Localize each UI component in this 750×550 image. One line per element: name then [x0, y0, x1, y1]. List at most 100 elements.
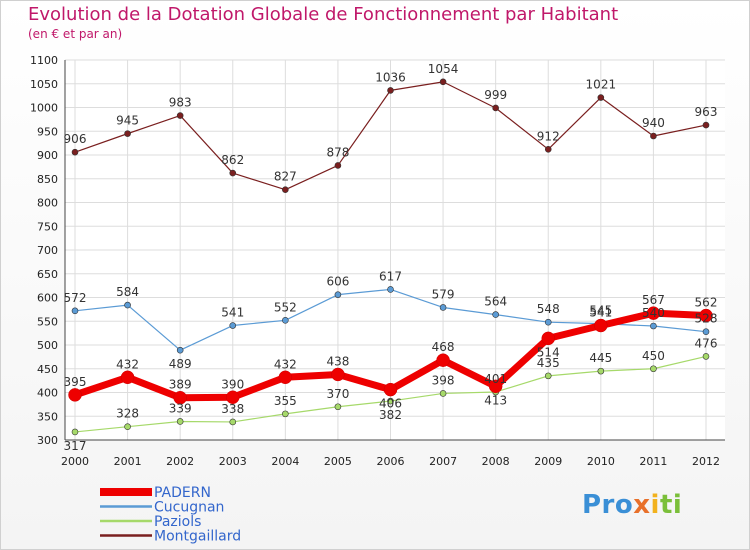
- y-tick-label: 450: [37, 363, 58, 376]
- data-label-paziols: 401: [484, 372, 507, 386]
- data-point-montgaillard: [439, 78, 447, 86]
- data-point-padern: [173, 390, 187, 405]
- data-point-padern: [436, 353, 450, 367]
- data-label-padern: 541: [589, 306, 612, 320]
- y-tick-label: 750: [37, 220, 58, 233]
- data-label-cucugnan: 572: [64, 291, 87, 305]
- legend-label-montgaillard: Montgaillard: [154, 529, 241, 545]
- data-point-paziols: [387, 397, 394, 405]
- data-point-paziols: [650, 365, 657, 373]
- data-label-montgaillard: 906: [64, 132, 87, 146]
- data-label-padern: 438: [326, 354, 349, 368]
- data-label-cucugnan: 541: [221, 306, 244, 320]
- data-label-padern: 567: [642, 293, 665, 307]
- data-label-cucugnan: 548: [537, 302, 560, 316]
- data-label-cucugnan: 540: [642, 306, 665, 320]
- data-label-paziols: 355: [274, 394, 297, 408]
- y-tick-label: 300: [37, 434, 58, 447]
- data-point-paziols: [702, 353, 710, 360]
- x-tick-label: 2011: [639, 455, 667, 468]
- y-tick-label: 400: [37, 387, 58, 400]
- data-point-padern: [699, 308, 713, 323]
- data-point-montgaillard: [71, 148, 79, 156]
- data-label-montgaillard: 1021: [586, 78, 617, 92]
- data-label-padern: 395: [64, 375, 87, 389]
- data-point-cucugnan: [387, 286, 394, 293]
- legend-label-cucugnan: Cucugnan: [154, 500, 224, 516]
- data-point-montgaillard: [334, 162, 342, 169]
- x-tick-label: 2009: [534, 455, 562, 468]
- data-label-paziols: 445: [589, 351, 612, 365]
- data-point-padern: [646, 306, 661, 320]
- data-point-paziols: [597, 367, 605, 375]
- data-point-montgaillard: [544, 146, 552, 153]
- data-label-cucugnan: 584: [116, 285, 139, 299]
- data-label-montgaillard: 983: [169, 96, 192, 110]
- data-point-padern: [68, 388, 82, 402]
- y-tick-label: 350: [37, 410, 58, 423]
- data-point-paziols: [229, 418, 237, 426]
- data-label-montgaillard: 1036: [375, 70, 406, 84]
- data-label-cucugnan: 552: [274, 300, 297, 314]
- data-label-cucugnan: 528: [695, 312, 718, 326]
- data-point-cucugnan: [71, 307, 79, 315]
- data-point-montgaillard: [597, 94, 605, 101]
- data-label-paziols: 398: [432, 373, 455, 387]
- data-label-montgaillard: 912: [537, 129, 560, 143]
- data-point-cucugnan: [702, 328, 710, 336]
- y-tick-label: 500: [37, 339, 58, 352]
- y-tick-label: 800: [37, 197, 58, 210]
- x-tick-label: 2002: [166, 455, 194, 468]
- data-point-montgaillard: [282, 186, 289, 193]
- y-tick-label: 550: [37, 315, 58, 328]
- proxiti-logo: Proxiti: [582, 490, 683, 520]
- data-label-montgaillard: 1054: [428, 62, 459, 76]
- data-label-padern: 432: [274, 357, 297, 371]
- y-tick-label: 950: [37, 125, 58, 138]
- data-label-padern: 406: [379, 397, 402, 411]
- y-tick-label: 650: [37, 268, 58, 281]
- chart-subtitle: (en € et par an): [28, 27, 123, 41]
- data-label-paziols: 339: [169, 401, 192, 415]
- x-tick-label: 2010: [587, 455, 615, 468]
- data-label-paziols: 317: [64, 439, 87, 453]
- data-label-padern: 432: [116, 357, 139, 371]
- x-tick-label: 2008: [482, 455, 510, 468]
- data-point-montgaillard: [229, 169, 237, 177]
- data-label-padern: 389: [169, 378, 192, 392]
- data-point-montgaillard: [124, 130, 131, 137]
- y-tick-label: 600: [37, 292, 58, 305]
- data-label-padern: 390: [221, 377, 244, 391]
- y-tick-label: 1000: [30, 102, 58, 115]
- data-point-montgaillard: [492, 104, 499, 112]
- legend-label-paziols: Paziols: [154, 514, 201, 530]
- data-point-padern: [331, 367, 345, 382]
- y-tick-label: 900: [37, 149, 58, 162]
- data-point-cucugnan: [282, 316, 289, 324]
- data-point-cucugnan: [439, 304, 447, 311]
- data-point-cucugnan: [544, 318, 552, 326]
- data-point-padern: [120, 370, 135, 385]
- data-point-paziols: [334, 403, 342, 411]
- data-label-paziols: 435: [537, 356, 560, 370]
- data-label-paziols: 450: [642, 349, 665, 363]
- data-label-montgaillard: 827: [274, 170, 297, 184]
- y-tick-label: 700: [37, 244, 58, 257]
- data-label-paziols: 382: [379, 408, 402, 422]
- data-label-montgaillard: 862: [221, 153, 244, 167]
- data-point-padern: [594, 318, 608, 333]
- x-tick-label: 2000: [61, 455, 89, 468]
- data-point-padern: [488, 379, 503, 394]
- data-point-padern: [541, 331, 555, 346]
- data-label-cucugnan: 579: [432, 287, 455, 301]
- data-point-paziols: [439, 390, 447, 397]
- data-point-cucugnan: [124, 301, 131, 309]
- x-tick-label: 2007: [429, 455, 457, 468]
- y-tick-label: 1100: [30, 54, 58, 67]
- chart-title: Evolution de la Dotation Globale de Fonc…: [28, 4, 619, 25]
- x-tick-label: 2012: [692, 455, 720, 468]
- y-tick-label: 1050: [30, 78, 58, 91]
- data-point-paziols: [71, 428, 79, 436]
- x-tick-label: 2003: [219, 455, 247, 468]
- data-label-padern: 413: [484, 393, 507, 407]
